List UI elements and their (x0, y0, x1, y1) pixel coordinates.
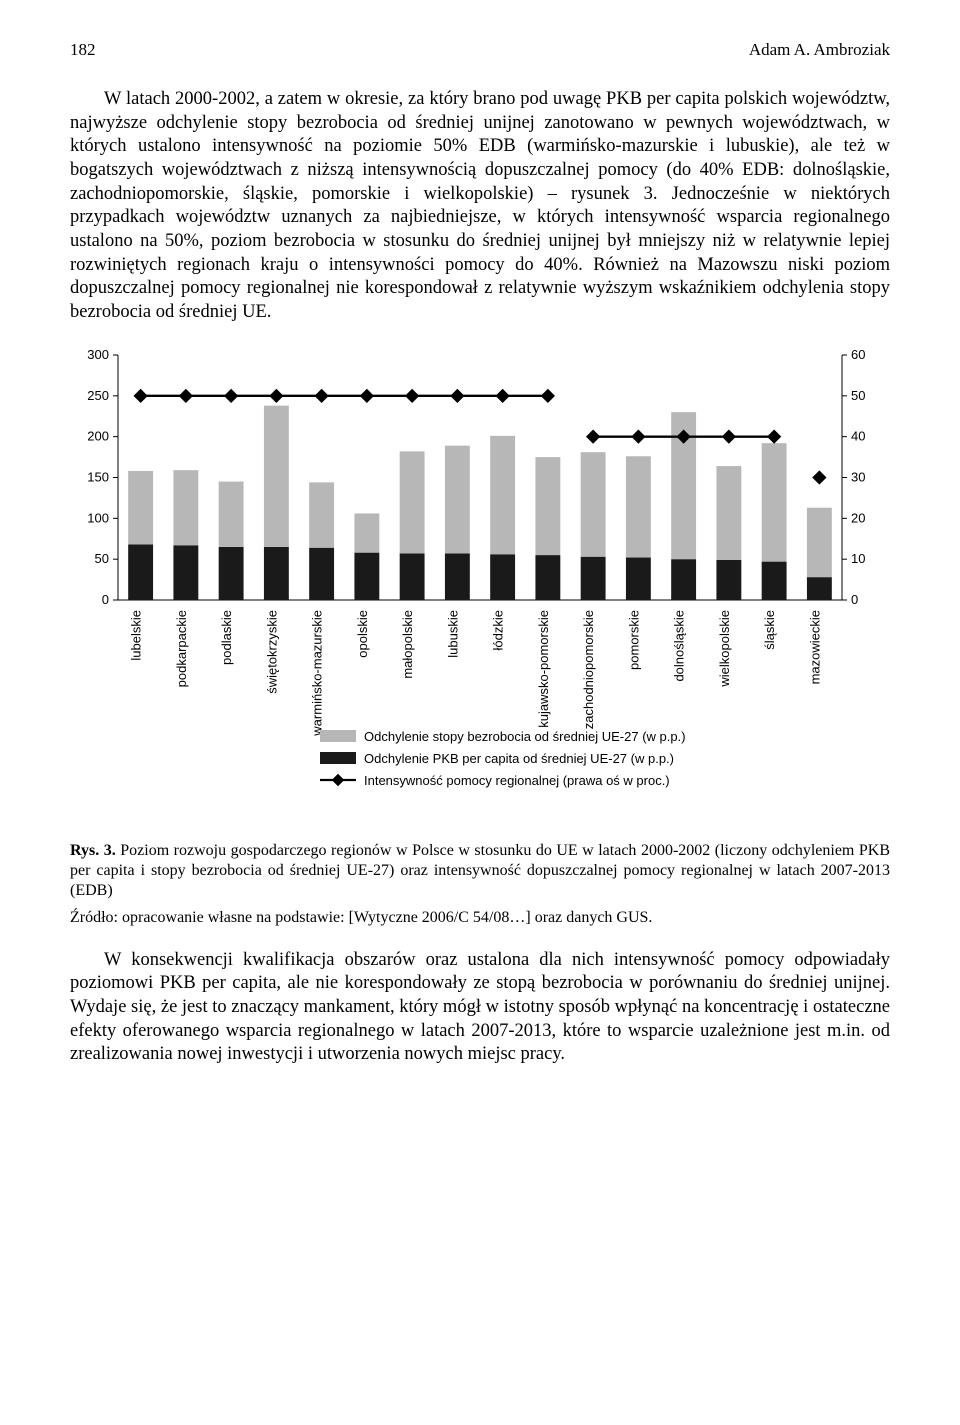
svg-text:40: 40 (851, 428, 865, 443)
figure-caption-text: Poziom rozwoju gospodarczego regionów w … (70, 842, 890, 899)
figure-source: Źródło: opracowanie własne na podstawie:… (70, 909, 890, 927)
svg-text:0: 0 (851, 592, 858, 607)
paragraph-1-text: W latach 2000-2002, a zatem w okresie, z… (70, 89, 890, 322)
svg-text:20: 20 (851, 510, 865, 525)
svg-text:0: 0 (102, 592, 109, 607)
paragraph-1: W latach 2000-2002, a zatem w okresie, z… (70, 88, 890, 325)
svg-text:małopolskie: małopolskie (400, 610, 415, 679)
svg-text:pomorskie: pomorskie (626, 610, 641, 670)
svg-text:kujawsko-pomorskie: kujawsko-pomorskie (536, 610, 551, 728)
svg-text:250: 250 (87, 388, 109, 403)
svg-text:łódzkie: łódzkie (491, 610, 506, 650)
svg-text:50: 50 (95, 551, 109, 566)
figure-caption: Rys. 3. Poziom rozwoju gospodarczego reg… (70, 841, 890, 901)
svg-text:podkarpackie: podkarpackie (174, 610, 189, 687)
svg-text:60: 60 (851, 347, 865, 362)
bar-chart: 0 50 100 150 200 250 300 0 10 20 30 40 50 60 lubelskie… (70, 347, 890, 827)
svg-text:Odchylenie PKB per capita od ś: Odchylenie PKB per capita od średniej UE… (364, 751, 674, 766)
svg-text:150: 150 (87, 469, 109, 484)
svg-text:dolnośląskie: dolnośląskie (672, 610, 687, 682)
running-head: Adam A. Ambroziak (749, 40, 890, 60)
svg-text:warmińsko-mazurskie: warmińsko-mazurskie (310, 610, 325, 737)
paragraph-2: W konsekwencji kwalifikacja obszarów ora… (70, 949, 890, 1067)
running-header: 182 Adam A. Ambroziak (70, 40, 890, 60)
svg-text:mazowieckie: mazowieckie (807, 610, 822, 684)
svg-text:300: 300 (87, 347, 109, 362)
svg-text:lubuskie: lubuskie (445, 610, 460, 658)
svg-text:zachodniopomorskie: zachodniopomorskie (581, 610, 596, 729)
svg-text:50: 50 (851, 388, 865, 403)
svg-text:opolskie: opolskie (355, 610, 370, 658)
svg-text:10: 10 (851, 551, 865, 566)
page-number: 182 (70, 40, 96, 60)
figure-3: 0 50 100 150 200 250 300 0 10 20 30 40 50 60 lubelskie… (70, 347, 890, 827)
svg-text:30: 30 (851, 469, 865, 484)
svg-text:200: 200 (87, 428, 109, 443)
svg-text:Odchylenie stopy bezrobocia od: Odchylenie stopy bezrobocia od średniej … (364, 729, 686, 744)
svg-text:wielkopolskie: wielkopolskie (717, 610, 732, 688)
svg-text:świętokrzyskie: świętokrzyskie (264, 610, 279, 694)
svg-text:lubelskie: lubelskie (129, 610, 144, 661)
figure-caption-lead: Rys. 3. (70, 842, 116, 859)
paragraph-2-text: W konsekwencji kwalifikacja obszarów ora… (70, 950, 890, 1065)
svg-text:Intensywność pomocy regionalne: Intensywność pomocy regionalnej (prawa o… (364, 773, 670, 788)
svg-text:100: 100 (87, 510, 109, 525)
svg-text:podlaskie: podlaskie (219, 610, 234, 665)
svg-text:śląskie: śląskie (762, 610, 777, 650)
